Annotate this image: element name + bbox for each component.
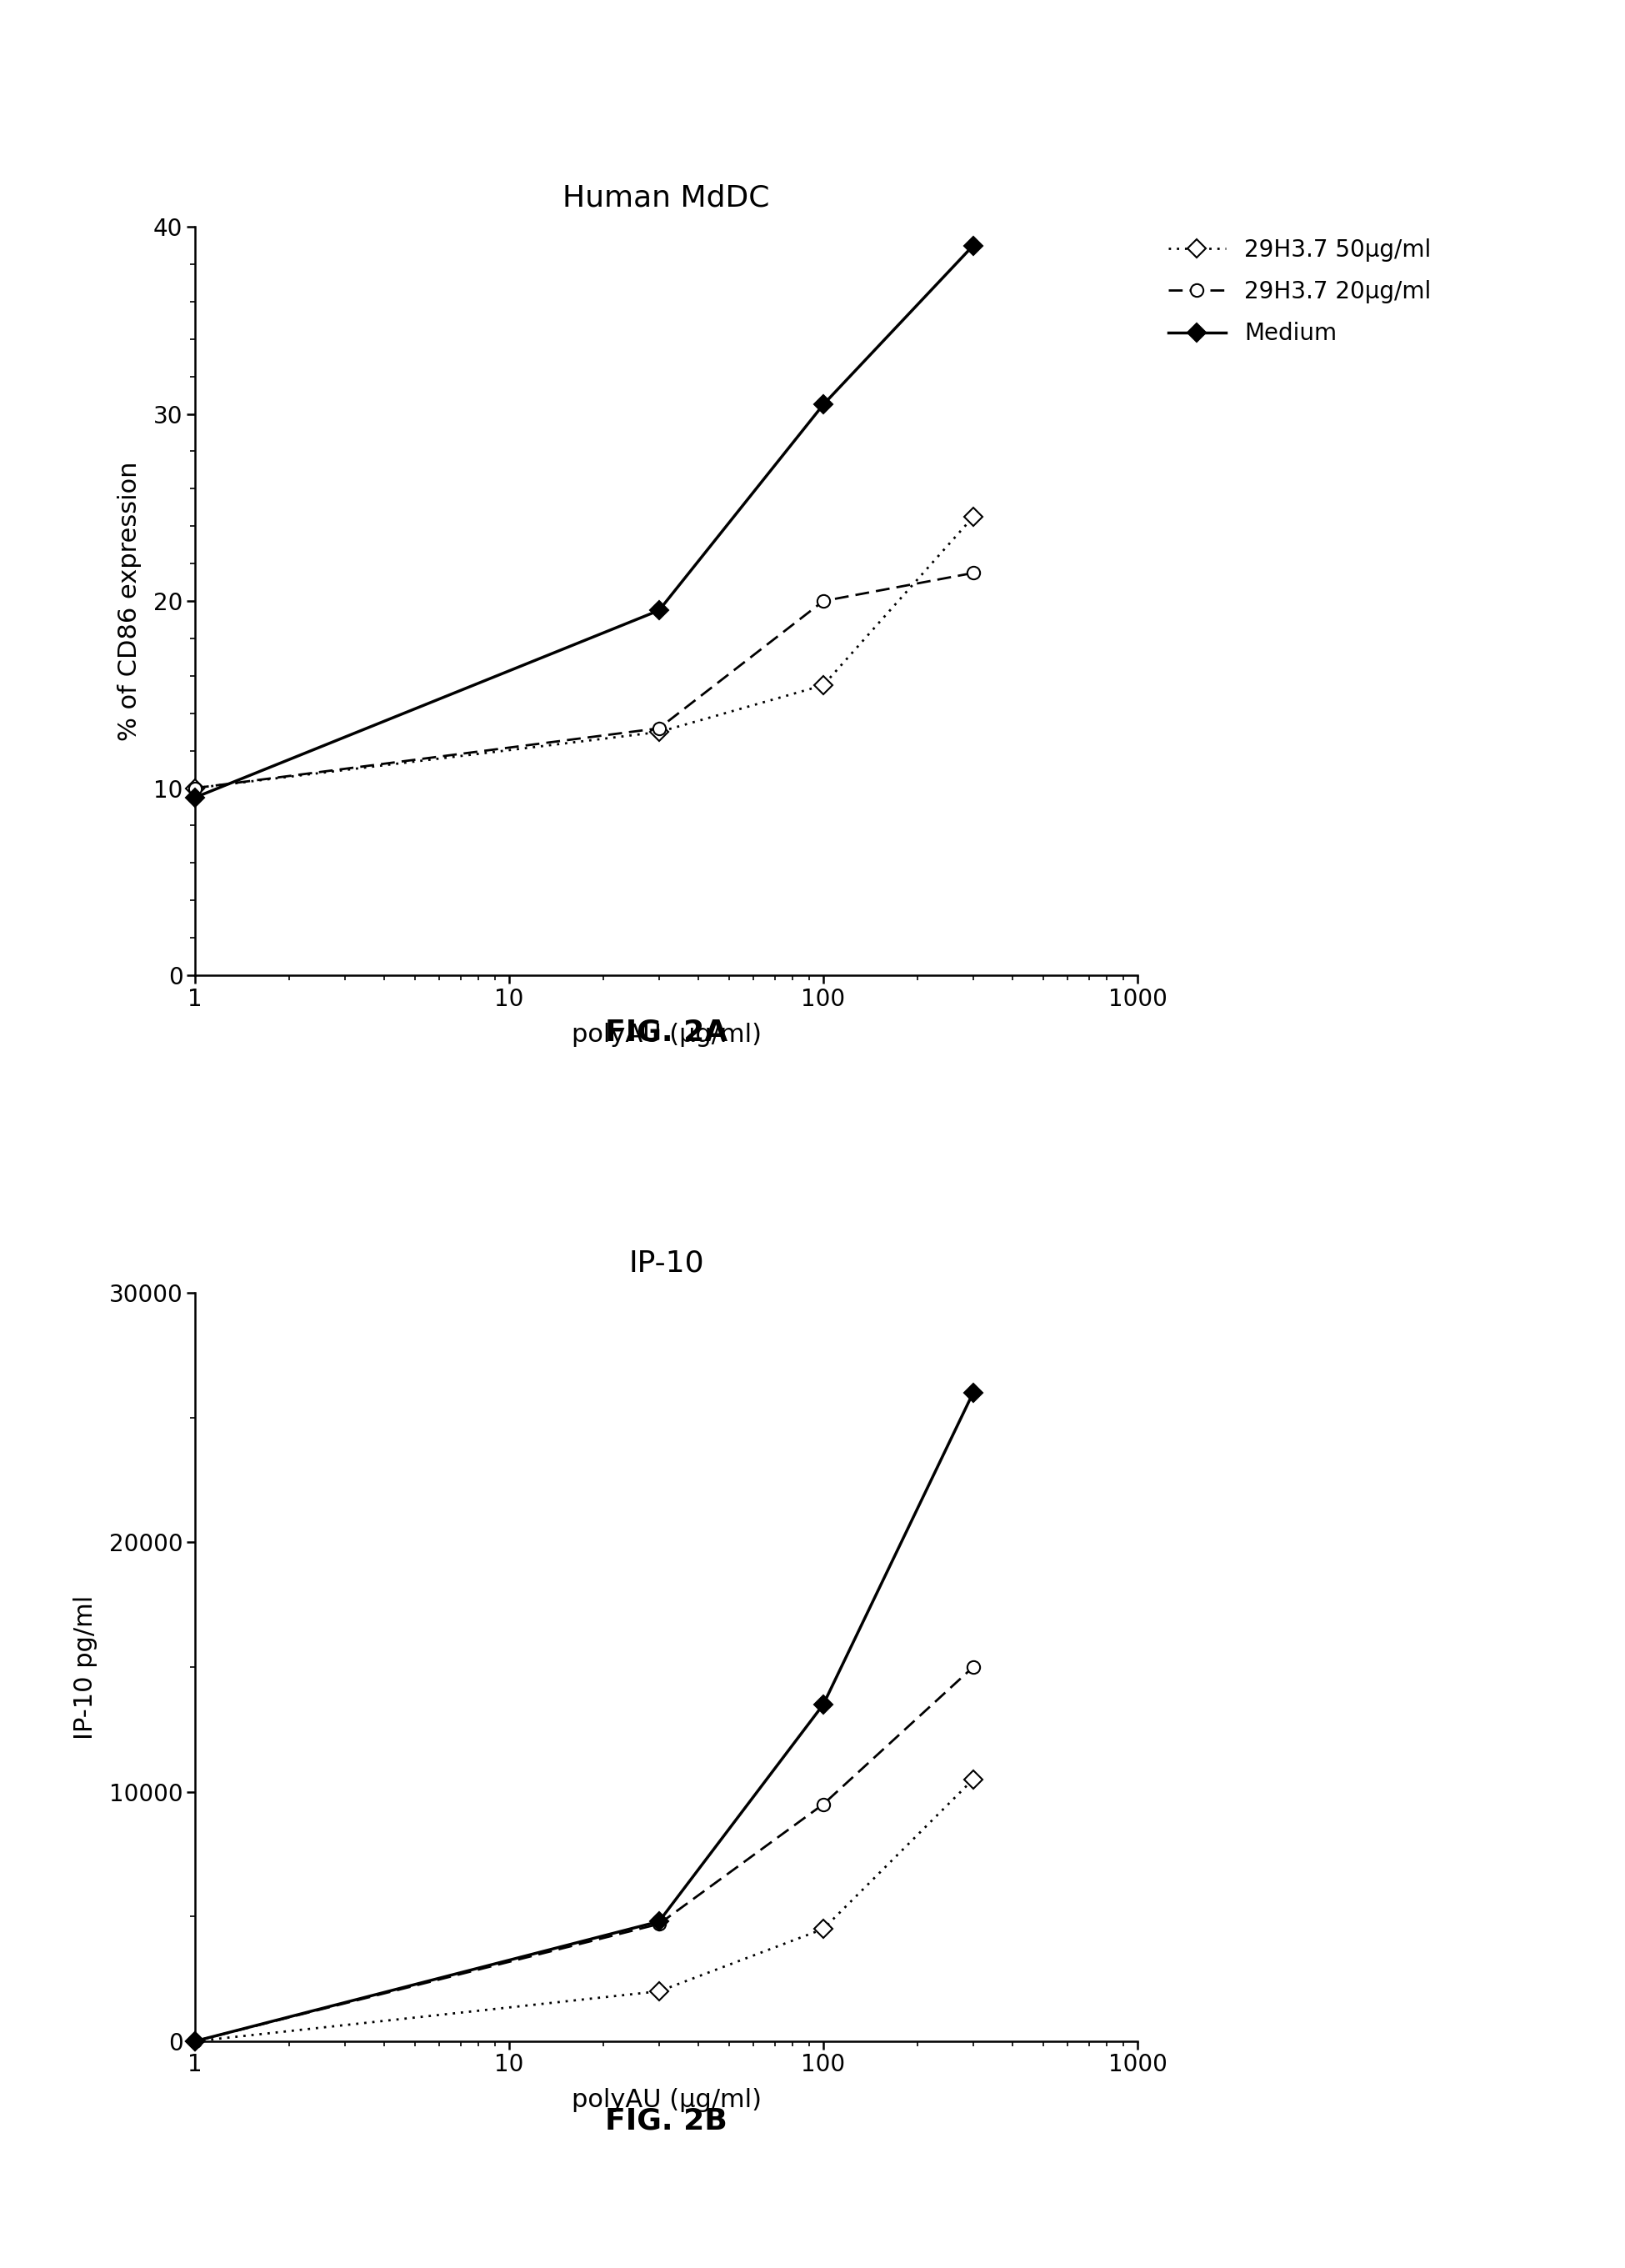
Text: FIG. 2A: FIG. 2A <box>604 1018 728 1046</box>
X-axis label: polyAU (μg/ml): polyAU (μg/ml) <box>572 2089 761 2112</box>
Legend: 29H3.7 50μg/ml, 29H3.7 20μg/ml, Medium: 29H3.7 50μg/ml, 29H3.7 20μg/ml, Medium <box>1168 238 1432 345</box>
Y-axis label: IP-10 pg/ml: IP-10 pg/ml <box>73 1594 98 1740</box>
Title: Human MdDC: Human MdDC <box>562 184 770 211</box>
Text: FIG. 2B: FIG. 2B <box>604 2107 728 2134</box>
X-axis label: polyAU (μg/ml): polyAU (μg/ml) <box>572 1023 761 1046</box>
Y-axis label: % of CD86 expression: % of CD86 expression <box>117 460 141 742</box>
Title: IP-10: IP-10 <box>629 1250 704 1277</box>
